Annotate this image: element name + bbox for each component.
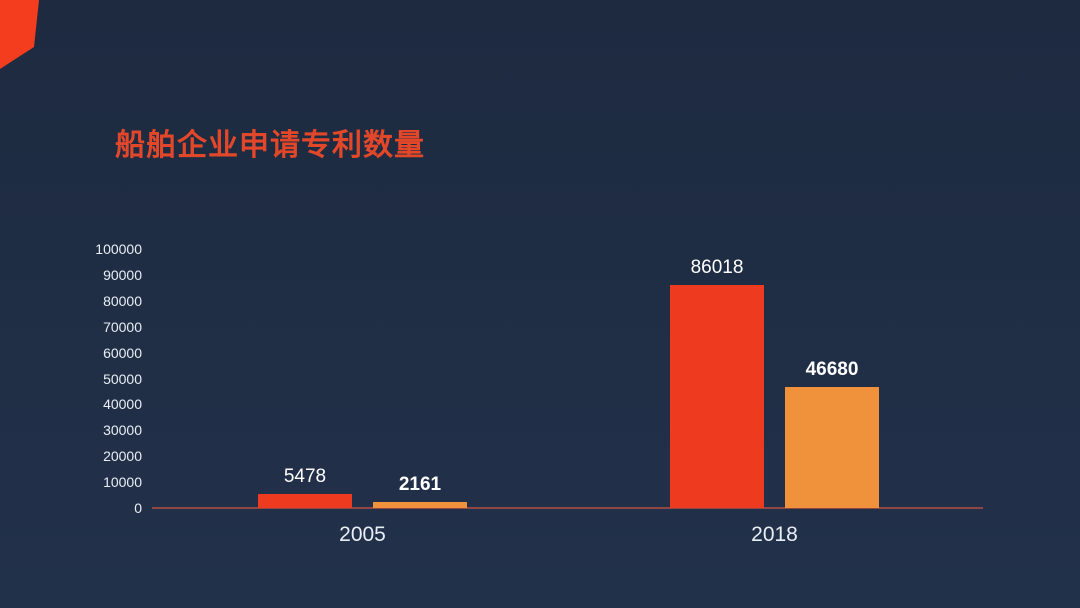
y-axis-tick-label: 20000 <box>103 448 142 465</box>
data-label-2018-red-series: 86018 <box>690 257 744 278</box>
x-axis-label-2018: 2018 <box>751 523 798 546</box>
y-axis-tick-label: 90000 <box>103 266 142 283</box>
y-axis-tick-label: 40000 <box>103 396 142 413</box>
bar-2018-orange-series <box>785 387 879 508</box>
y-axis-tick-label: 30000 <box>103 422 142 439</box>
y-axis-tick-label: 60000 <box>103 344 142 361</box>
y-axis-tick-label: 100000 <box>95 241 142 257</box>
chart-title: 船舶企业申请专利数量 <box>115 129 425 162</box>
data-label-2005-orange-series: 2161 <box>398 474 442 495</box>
data-label-2005-red-series: 5478 <box>283 466 327 487</box>
x-axis-line <box>152 506 983 509</box>
y-axis-tick-label: 10000 <box>103 474 142 491</box>
y-axis-tick-label: 80000 <box>103 292 142 309</box>
bar-2005-red-series <box>258 494 352 508</box>
y-axis-tick-label: 0 <box>134 500 142 516</box>
bar-2018-red-series <box>670 285 764 508</box>
y-axis-tick-label: 50000 <box>103 370 142 387</box>
bar-2005-orange-series <box>373 502 467 508</box>
data-label-2018-orange-series: 46680 <box>805 359 859 380</box>
y-axis-tick-label: 70000 <box>103 318 142 335</box>
x-axis-label-2005: 2005 <box>339 523 386 546</box>
